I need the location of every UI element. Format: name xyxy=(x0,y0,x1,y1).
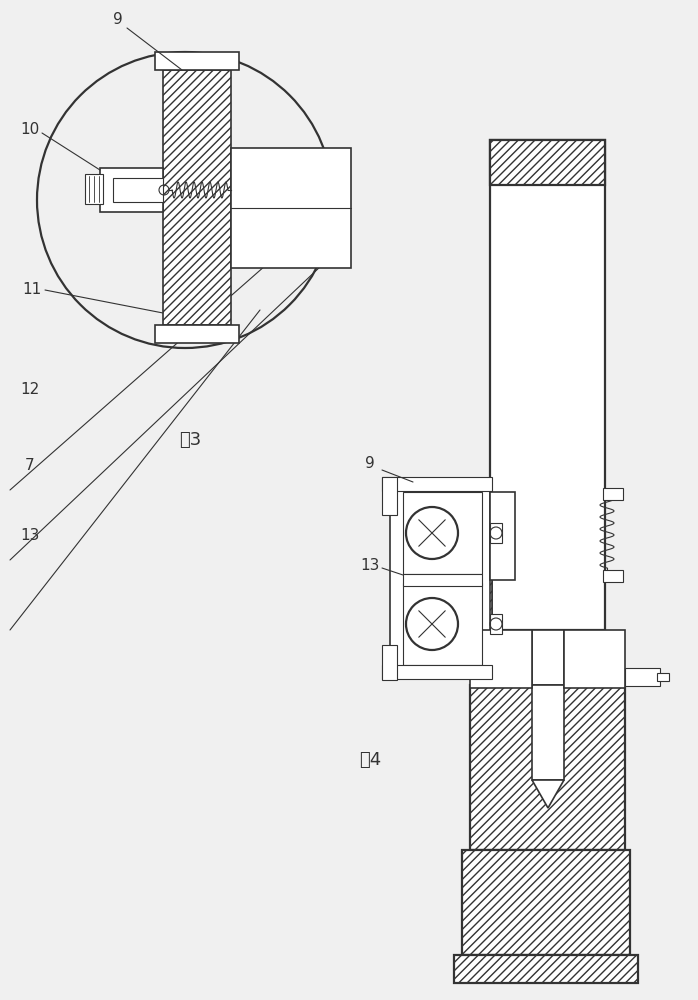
Text: 7: 7 xyxy=(25,458,35,473)
Bar xyxy=(403,574,482,586)
Bar xyxy=(85,174,103,204)
Bar xyxy=(454,955,638,983)
Text: 9: 9 xyxy=(113,12,123,27)
Bar xyxy=(403,492,482,574)
Bar xyxy=(390,480,492,675)
Bar xyxy=(462,850,630,955)
Bar xyxy=(382,477,397,515)
Bar xyxy=(490,492,492,675)
Bar xyxy=(382,645,397,680)
Bar xyxy=(603,570,623,582)
Bar xyxy=(490,492,515,580)
Bar xyxy=(470,685,625,850)
Bar xyxy=(657,673,669,681)
Text: 13: 13 xyxy=(360,558,380,572)
Bar xyxy=(403,583,482,665)
Bar xyxy=(231,148,351,268)
Text: 10: 10 xyxy=(20,122,40,137)
Text: 9: 9 xyxy=(365,456,375,471)
Bar xyxy=(532,630,564,685)
Text: 13: 13 xyxy=(20,528,40,542)
Bar xyxy=(382,665,492,679)
Bar xyxy=(470,630,532,688)
Polygon shape xyxy=(532,780,564,808)
Bar xyxy=(490,614,502,634)
Bar xyxy=(155,52,239,70)
Bar xyxy=(100,168,163,212)
Bar xyxy=(625,668,660,686)
Bar xyxy=(564,630,625,688)
Text: 12: 12 xyxy=(20,382,40,397)
Bar xyxy=(603,488,623,500)
Bar xyxy=(113,178,163,202)
Bar xyxy=(490,140,605,185)
Text: 11: 11 xyxy=(22,282,42,298)
Bar xyxy=(490,140,605,630)
Bar xyxy=(490,523,502,543)
Text: 图4: 图4 xyxy=(359,751,381,769)
Bar xyxy=(382,477,492,491)
Bar xyxy=(155,325,239,343)
Bar xyxy=(532,685,564,780)
Text: 图3: 图3 xyxy=(179,431,201,449)
Bar xyxy=(163,70,231,325)
